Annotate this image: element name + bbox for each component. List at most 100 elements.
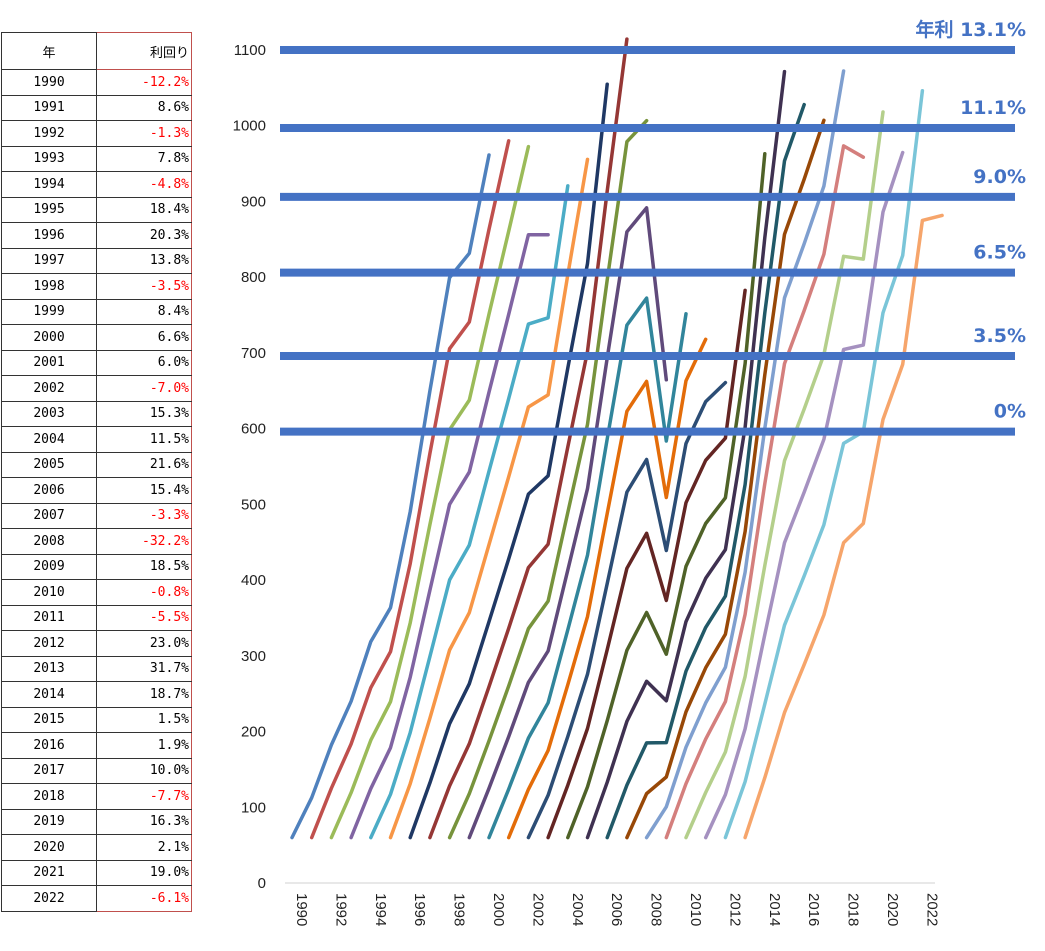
table-row: 2011 -5.5% [1,604,192,631]
series-line-1998 [447,118,649,840]
series-line-1996 [408,82,609,840]
x-tick-label: 2010 [687,893,704,926]
rate-cell: 15.4% [96,477,192,504]
series-line-1999 [467,206,669,840]
rate-cell: -3.3% [96,502,192,529]
series-line-2012 [723,88,925,840]
table-row: 1996 20.3% [1,222,192,249]
table-row: 2022 -6.1% [1,885,192,912]
x-tick-label: 1992 [332,893,349,926]
rate-cell: 23.0% [96,630,192,657]
rate-cell: 20.3% [96,222,192,249]
rate-cell: -7.0% [96,375,192,402]
x-tick-label: 2006 [608,893,625,926]
year-cell: 2021 [1,859,97,886]
x-tick-label: 2012 [726,893,743,926]
rate-cell: -6.1% [96,885,192,912]
x-tick-label: 2016 [805,893,822,926]
table-row: 1990 -12.2% [1,69,192,96]
table-row: 1991 8.6% [1,94,192,121]
reference-label: 3.5% [973,325,1026,347]
y-tick-label: 0 [258,875,266,892]
reference-label: 11.1% [960,97,1026,119]
table-row: 1994 -4.8% [1,171,192,198]
rate-cell: 2.1% [96,834,192,861]
series-line-1990 [290,153,491,840]
returns-table: 年 利回り 1990 -12.2% 1991 8.6% 1992 -1.3% 1993 7.8… [1,32,192,912]
y-tick-label: 1100 [234,42,266,59]
year-cell: 1999 [1,298,97,325]
rate-cell: 15.3% [96,400,192,427]
year-cell: 1997 [1,247,97,274]
table-row: 2005 21.6% [1,451,192,478]
series-line-2011 [703,150,905,840]
rate-cell: -0.8% [96,579,192,606]
table-row: 2014 18.7% [1,681,192,708]
header-year: 年 [1,32,97,70]
year-cell: 1995 [1,196,97,223]
y-tick-label: 400 [241,572,266,589]
x-tick-label: 2000 [490,893,507,926]
y-tick-label: 600 [241,421,266,438]
y-tick-label: 200 [241,724,266,741]
table-row: 2004 11.5% [1,426,192,453]
year-cell: 2011 [1,604,97,631]
year-cell: 2022 [1,885,97,912]
table-row: 1997 13.8% [1,247,192,274]
rate-cell: 31.7% [96,655,192,682]
reference-label: 年利 13.1% [915,18,1026,41]
x-tick-label: 2020 [884,893,901,926]
table-row: 2010 -0.8% [1,579,192,606]
y-tick-label: 900 [241,193,266,210]
reference-label: 9.0% [973,166,1026,188]
year-cell: 2014 [1,681,97,708]
rate-cell: 1.9% [96,732,192,759]
table-body: 1990 -12.2% 1991 8.6% 1992 -1.3% 1993 7.8% 1994-… [1,69,192,912]
series-line-1997 [428,37,629,840]
x-tick-label: 2014 [766,893,783,926]
rate-cell: -1.3% [96,120,192,147]
table-row: 1993 7.8% [1,145,192,172]
series-line-2008 [644,69,846,840]
x-tick-label: 2008 [648,893,665,926]
y-tick-label: 300 [241,648,266,665]
year-cell: 1993 [1,145,97,172]
rate-cell: -4.8% [96,171,192,198]
year-cell: 2008 [1,528,97,555]
series-line-2013 [743,213,944,840]
y-tick-label: 100 [241,799,266,816]
table-row: 1992 -1.3% [1,120,192,147]
series-line-2004 [566,152,767,840]
series-line-2005 [585,69,787,840]
table-row: 2020 2.1% [1,834,192,861]
reference-label: 6.5% [973,242,1026,264]
year-cell: 2004 [1,426,97,453]
rate-cell: -32.2% [96,528,192,555]
year-cell: 2005 [1,451,97,478]
year-cell: 2016 [1,732,97,759]
year-cell: 1994 [1,171,97,198]
series-line-1993 [349,232,550,840]
rate-cell: -12.2% [96,69,192,96]
rate-cell: 8.6% [96,94,192,121]
rate-cell: 11.5% [96,426,192,453]
year-cell: 1996 [1,222,97,249]
series-line-2000 [487,296,688,840]
table-row: 2008 -32.2% [1,528,192,555]
table-row: 2000 6.6% [1,324,192,351]
year-cell: 1992 [1,120,97,147]
rate-cell: 7.8% [96,145,192,172]
y-tick-label: 700 [241,345,266,362]
table-header-row: 年 利回り [1,32,192,70]
x-tick-label: 2002 [529,893,546,926]
series-line-2007 [625,118,826,840]
year-cell: 2010 [1,579,97,606]
series-line-2010 [684,110,885,840]
x-tick-label: 1998 [451,893,468,926]
series-line-1991 [309,139,511,840]
series-line-2009 [664,144,866,840]
series-line-1994 [369,184,570,840]
rate-cell: 6.6% [96,324,192,351]
rate-cell: -3.5% [96,273,192,300]
